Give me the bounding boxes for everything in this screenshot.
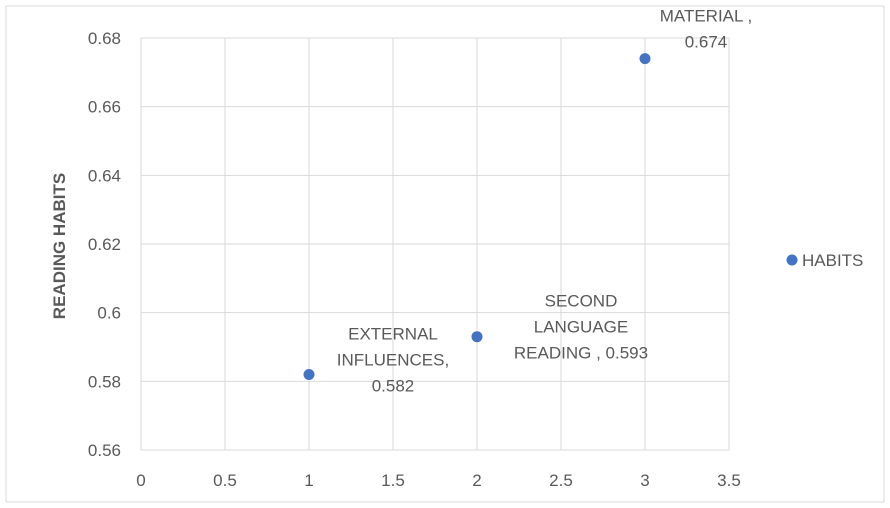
data-label-line: MATERIAL , bbox=[660, 7, 753, 26]
data-point bbox=[471, 331, 483, 343]
gridlines bbox=[140, 37, 730, 451]
data-label-line: READING , 0.593 bbox=[514, 344, 648, 363]
x-tick-label: 2 bbox=[472, 471, 481, 490]
y-tick-label: 0.66 bbox=[88, 98, 121, 117]
data-point bbox=[303, 368, 315, 380]
y-tick-label: 0.62 bbox=[88, 235, 121, 254]
data-point bbox=[639, 53, 651, 65]
x-tick-label: 0.5 bbox=[213, 471, 237, 490]
data-label: EXTERNAL INFLUENCES, 0.582 bbox=[337, 324, 449, 395]
y-tick-label: 0.58 bbox=[88, 372, 121, 391]
x-tick-label: 0 bbox=[136, 471, 145, 490]
y-tick-label: 0.56 bbox=[88, 441, 121, 460]
data-label: PRINTMATERIAL ,0.674 bbox=[660, 0, 753, 52]
y-tick-label: 0.64 bbox=[88, 166, 121, 185]
x-tick-label: 3.5 bbox=[717, 471, 741, 490]
y-tick-label: 0.6 bbox=[97, 304, 121, 323]
data-labels: EXTERNAL INFLUENCES, 0.582 SECOND LANGUAGE RE… bbox=[337, 0, 753, 396]
x-tick-label: 1.5 bbox=[381, 471, 405, 490]
data-label-line: 0.674 bbox=[685, 33, 728, 52]
data-label-line: INFLUENCES, bbox=[337, 350, 449, 369]
x-tick-label: 1 bbox=[304, 471, 313, 490]
data-label-line: LANGUAGE bbox=[534, 318, 628, 337]
y-tick-label: 0.68 bbox=[88, 29, 121, 48]
data-label-line: 0.582 bbox=[372, 376, 415, 395]
legend: HABITS bbox=[786, 251, 863, 270]
chart-border bbox=[5, 5, 885, 503]
x-tick-label: 3 bbox=[640, 471, 649, 490]
data-label-line: SECOND bbox=[545, 292, 618, 311]
legend-label: HABITS bbox=[802, 251, 863, 270]
tick-labels: 0 0.5 1 1.5 2 2.5 3 3.5 0.56 0.58 0.6 0.62 0.64 0.66 0… bbox=[88, 29, 741, 490]
y-axis-title: READING HABITS bbox=[50, 173, 69, 319]
legend-marker bbox=[786, 254, 798, 266]
data-points bbox=[303, 53, 651, 380]
x-tick-label: 2.5 bbox=[549, 471, 573, 490]
data-label: SECOND LANGUAGE READING , 0.593 bbox=[514, 292, 648, 363]
data-label-line: EXTERNAL bbox=[348, 324, 438, 343]
